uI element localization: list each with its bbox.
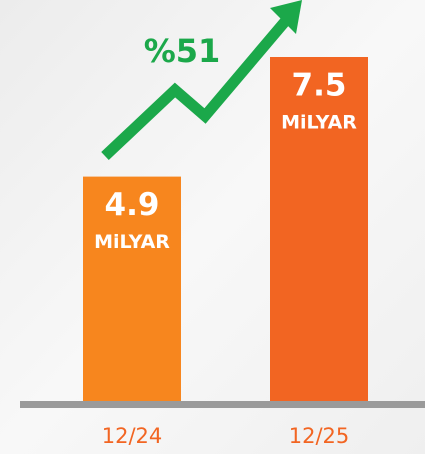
growth-annotation: %51 bbox=[144, 32, 221, 70]
value-label: 4.9 bbox=[105, 187, 160, 223]
unit-label: MiLYAR bbox=[94, 231, 170, 253]
unit-label: MiLYAR bbox=[281, 112, 357, 134]
baseline bbox=[20, 401, 425, 408]
category-label: 12/25 bbox=[289, 424, 350, 448]
bars: 4.9 MiLYAR 12/24 7.5 MiLYAR 12/25 bbox=[83, 57, 368, 448]
category-label: 12/24 bbox=[102, 424, 163, 448]
arrow-head bbox=[270, 0, 302, 34]
bar bbox=[270, 57, 368, 402]
bar bbox=[83, 176, 181, 402]
value-label: 7.5 bbox=[292, 68, 347, 104]
growth-arrow bbox=[101, 14, 293, 161]
